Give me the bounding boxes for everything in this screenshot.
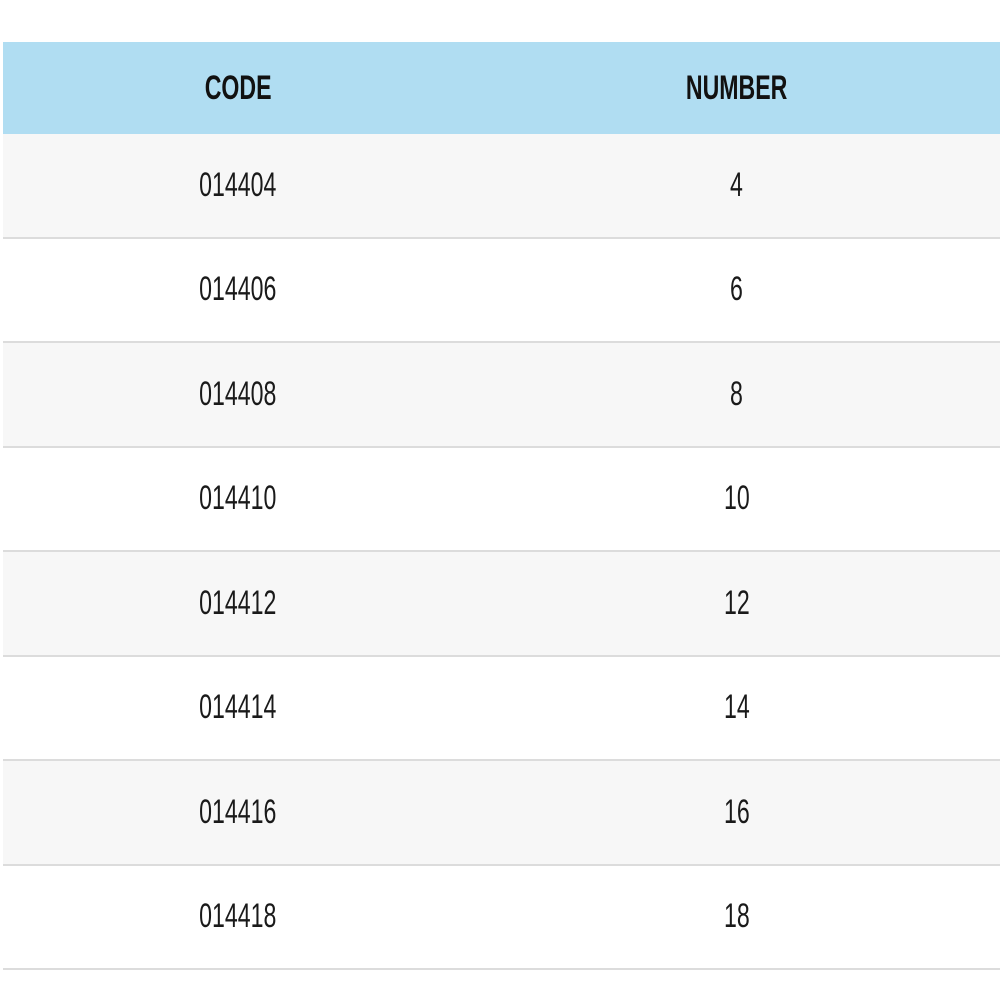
table-row: 014412 12: [3, 552, 1000, 657]
number-cell-text: 16: [723, 792, 750, 831]
number-cell: 14: [473, 688, 1000, 727]
code-number-table: CODE NUMBER 014404 4 014406 6 014408 8 014410 1…: [3, 42, 1000, 970]
number-cell: 16: [473, 793, 1000, 832]
code-cell-text: 014418: [199, 897, 277, 936]
header-number-label: NUMBER: [685, 68, 788, 107]
number-cell-text: 8: [730, 374, 743, 413]
header-code: CODE: [3, 69, 473, 108]
code-cell-text: 014406: [199, 270, 277, 309]
number-cell: 8: [473, 375, 1000, 414]
number-cell-text: 12: [723, 583, 750, 622]
table-row: 014404 4: [3, 134, 1000, 239]
code-cell: 014408: [3, 375, 473, 414]
number-cell: 10: [473, 479, 1000, 518]
code-cell: 014418: [3, 897, 473, 936]
code-cell-text: 014404: [199, 165, 277, 204]
code-cell-text: 014414: [199, 688, 277, 727]
code-cell: 014414: [3, 688, 473, 727]
code-cell-text: 014416: [199, 792, 277, 831]
number-cell-text: 6: [730, 270, 743, 309]
table-row: 014418 18: [3, 866, 1000, 970]
code-cell-text: 014412: [199, 583, 277, 622]
table-row: 014410 10: [3, 448, 1000, 552]
table-row: 014408 8: [3, 343, 1000, 448]
table-header: CODE NUMBER: [3, 42, 1000, 134]
code-cell: 014416: [3, 793, 473, 832]
number-cell: 4: [473, 166, 1000, 205]
code-cell: 014412: [3, 584, 473, 623]
number-cell: 12: [473, 584, 1000, 623]
number-cell-text: 18: [723, 897, 750, 936]
code-cell: 014406: [3, 270, 473, 309]
table-row: 014414 14: [3, 657, 1000, 761]
header-code-label: CODE: [204, 68, 272, 107]
table-row: 014416 16: [3, 761, 1000, 866]
number-cell: 18: [473, 897, 1000, 936]
number-cell-text: 10: [723, 479, 750, 518]
number-cell-text: 4: [730, 165, 743, 204]
code-cell: 014410: [3, 479, 473, 518]
code-cell-text: 014410: [199, 479, 277, 518]
code-cell: 014404: [3, 166, 473, 205]
number-cell-text: 14: [723, 688, 750, 727]
code-cell-text: 014408: [199, 374, 277, 413]
header-number: NUMBER: [473, 69, 1000, 108]
number-cell: 6: [473, 270, 1000, 309]
table-row: 014406 6: [3, 239, 1000, 343]
